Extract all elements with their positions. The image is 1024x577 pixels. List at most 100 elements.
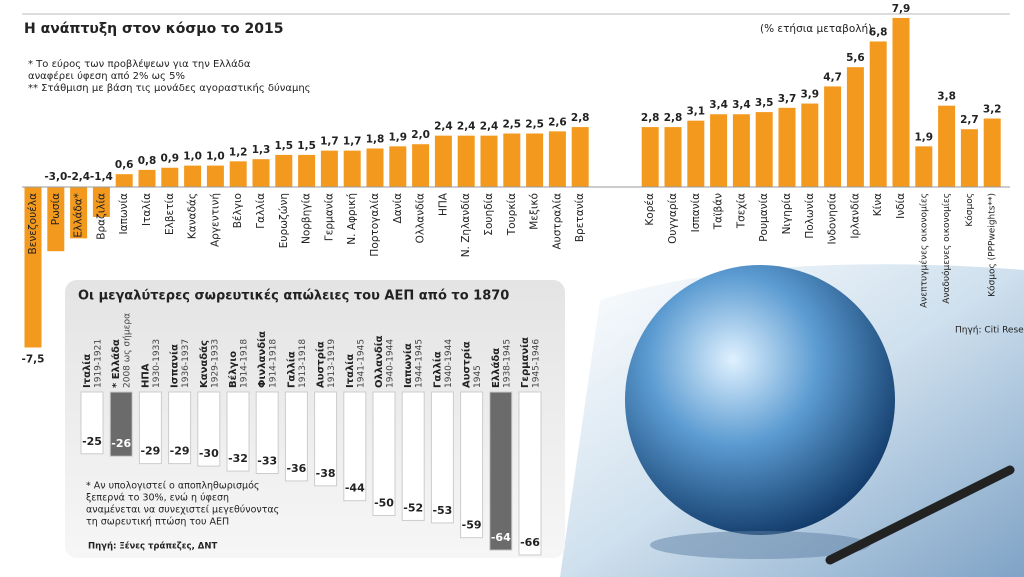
category-label: Αυστρία: [461, 341, 473, 388]
period-label: 1938-1945: [502, 339, 512, 388]
category-label: Γαλλία: [285, 351, 297, 388]
bar: [252, 159, 270, 187]
period-label: 1945: [473, 365, 483, 388]
bar: [489, 391, 513, 551]
category-label: Ινδονησία: [827, 193, 839, 245]
value-label: -64: [491, 531, 511, 544]
bar: [518, 391, 542, 556]
bar: [168, 391, 192, 465]
value-label: -29: [170, 445, 190, 458]
category-label: Ινδία: [895, 193, 907, 219]
period-label: 1929-1933: [210, 339, 220, 388]
category-label: Αργεντινή: [209, 193, 221, 247]
chart-title: Η ανάπτυξη στον κόσμο το 2015: [24, 21, 283, 37]
category-label: Κόσμος (PPPweights**): [987, 193, 998, 297]
value-label: 2,8: [571, 112, 590, 124]
source: Πηγή: Citi Research: [955, 326, 1024, 336]
value-label: 5,6: [846, 52, 865, 64]
value-label: -33: [257, 455, 277, 468]
bar: [109, 391, 133, 457]
value-label: 0,6: [115, 159, 134, 171]
globe: [625, 265, 895, 535]
bar: [915, 146, 933, 187]
value-label: 3,9: [800, 89, 819, 101]
category-label: Ελβετία: [164, 193, 176, 235]
category-label: Ν. Αφρική: [346, 193, 358, 245]
category-label: Ιταλία: [141, 193, 153, 226]
bar: [869, 41, 887, 188]
value-label: 0,9: [160, 153, 179, 165]
category-label: Κορέα: [644, 193, 656, 226]
category-label: Ταϊβάν: [713, 193, 725, 231]
category-label: Ευρωζώνη: [278, 193, 290, 248]
category-label: Ουγγαρία: [667, 193, 679, 244]
bar: [801, 103, 819, 187]
period-label: 1941-1945: [356, 339, 366, 388]
bar: [480, 135, 498, 187]
bar: [641, 127, 659, 187]
category-label: Ιρλανδία: [849, 193, 861, 239]
value-label: 1,9: [914, 131, 933, 143]
note: ξεπερνά το 30%, ενώ η ύφεση: [86, 493, 229, 504]
bar: [366, 148, 384, 187]
period-label: 1914-1918: [240, 339, 250, 388]
bar: [138, 169, 156, 187]
note: ** Στάθμιση με βάση τις μονάδες αγοραστι…: [28, 82, 311, 94]
value-label: 1,0: [206, 151, 225, 163]
period-label: 1936-1937: [181, 339, 191, 388]
bar: [314, 391, 338, 487]
value-label: 3,4: [732, 99, 751, 111]
category-label: Ισπανία: [169, 344, 181, 388]
category-label: Ανεπτυγμένες οικονομίες: [918, 193, 929, 308]
bar: [960, 129, 978, 187]
value-label: 3,1: [686, 106, 705, 118]
bar: [343, 391, 367, 502]
value-label: 3,5: [755, 97, 774, 109]
bar: [343, 150, 361, 187]
value-label: 2,0: [411, 129, 430, 141]
value-label: -26: [111, 437, 131, 450]
note: αναμένεται να συνεχιστεί μεγεθύνοντας: [86, 505, 279, 516]
bar: [24, 187, 42, 348]
value-label: 2,8: [664, 112, 683, 124]
category-label: Ισπανία: [690, 193, 702, 232]
value-label: 2,4: [480, 121, 499, 133]
note: * Αν υπολογιστεί ο αποπληθωρισμός: [86, 481, 259, 492]
period-label: 1940-1944: [386, 339, 396, 388]
category-label: Ολλανδία: [415, 193, 427, 243]
bar: [284, 391, 308, 482]
bar: [80, 391, 104, 455]
chart-subtitle: (% ετήσια μεταβολή): [760, 23, 872, 35]
category-label: Καναδάς: [187, 193, 199, 239]
category-label: * Ελλάδα: [110, 339, 122, 388]
category-label: Πολωνία: [804, 193, 816, 239]
value-label: 1,5: [297, 140, 316, 152]
bar: [138, 391, 162, 465]
bar: [372, 391, 396, 516]
bar: [710, 114, 728, 187]
period-label: 1945-1946: [532, 339, 542, 388]
value-label: 3,7: [778, 93, 797, 105]
value-label: 2,8: [641, 112, 660, 124]
bar: [824, 86, 842, 187]
period-label: 2008 ως σήμερα: [123, 313, 133, 388]
value-label: -50: [374, 497, 394, 510]
category-label: Γαλλία: [431, 351, 443, 388]
bar: [389, 146, 407, 187]
pen: [825, 465, 1015, 565]
category-label: Γαλλία: [255, 193, 267, 229]
bar: [503, 133, 521, 187]
bar: [526, 133, 544, 187]
period-label: 1930-1933: [152, 339, 162, 388]
bar: [755, 112, 773, 187]
panel-source: Πηγή: Ξένες τράπεζες, ΔΝΤ: [88, 541, 217, 552]
bar: [732, 114, 750, 187]
category-label: Κόσμος: [964, 193, 975, 227]
bar: [298, 154, 316, 187]
bar: [115, 174, 133, 187]
bar: [778, 107, 796, 187]
bar: [206, 165, 224, 187]
bar: [548, 131, 566, 187]
bar: [184, 165, 202, 187]
